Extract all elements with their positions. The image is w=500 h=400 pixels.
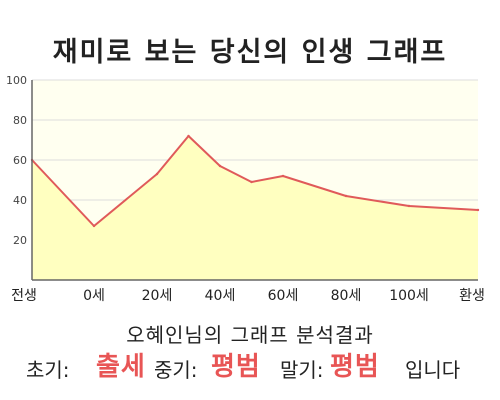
y-tick-label: 100 (6, 74, 27, 87)
data-point (344, 194, 348, 198)
late-label: 말기: (280, 358, 324, 382)
series-line (31, 135, 479, 227)
result-ending: 입니다 (405, 358, 461, 382)
middle-value: 평범 (211, 352, 261, 382)
early-value: 출세 (96, 352, 146, 382)
data-point (407, 204, 411, 208)
result-summary: 초기: 출세 중기: 평범 말기: 평범 입니다 (0, 344, 500, 384)
page-title: 재미로 보는 당신의 인생 그래프 (52, 37, 448, 68)
area-fill (32, 136, 478, 280)
data-point (476, 208, 480, 212)
data-point (250, 180, 253, 184)
x-tick-label: 80세 (331, 288, 362, 304)
x-tick-label: 40세 (205, 288, 236, 304)
y-tick-label: 20 (13, 234, 27, 247)
result-caption: 오혜인님의 그래프 분석결과 (126, 323, 374, 347)
late-value: 평범 (330, 352, 380, 382)
data-point (218, 164, 222, 168)
y-tick-label: 80 (13, 114, 27, 127)
data-point (155, 172, 159, 176)
x-tick-label: 60세 (268, 288, 299, 304)
data-point (187, 134, 190, 138)
middle-label: 중기: (154, 358, 198, 382)
x-tick-label: 100세 (389, 288, 429, 304)
x-axis-ticks: 전생 0세 20세 40세 60세 80세 100세 환생 (11, 288, 485, 304)
data-point (281, 174, 285, 178)
x-tick-label: 20세 (142, 288, 173, 304)
y-tick-label: 60 (13, 154, 27, 167)
y-tick-label: 40 (13, 194, 27, 207)
life-graph-chart: 20 40 60 80 100 전생 0세 20세 40세 60세 80세 100세 환생 (6, 74, 485, 304)
x-tick-label: 0세 (83, 288, 105, 304)
x-tick-label: 환생 (459, 288, 485, 304)
x-tick-label: 전생 (11, 288, 37, 304)
data-point (92, 224, 96, 228)
y-axis-ticks: 20 40 60 80 100 (6, 74, 27, 247)
early-label: 초기: (26, 358, 70, 382)
